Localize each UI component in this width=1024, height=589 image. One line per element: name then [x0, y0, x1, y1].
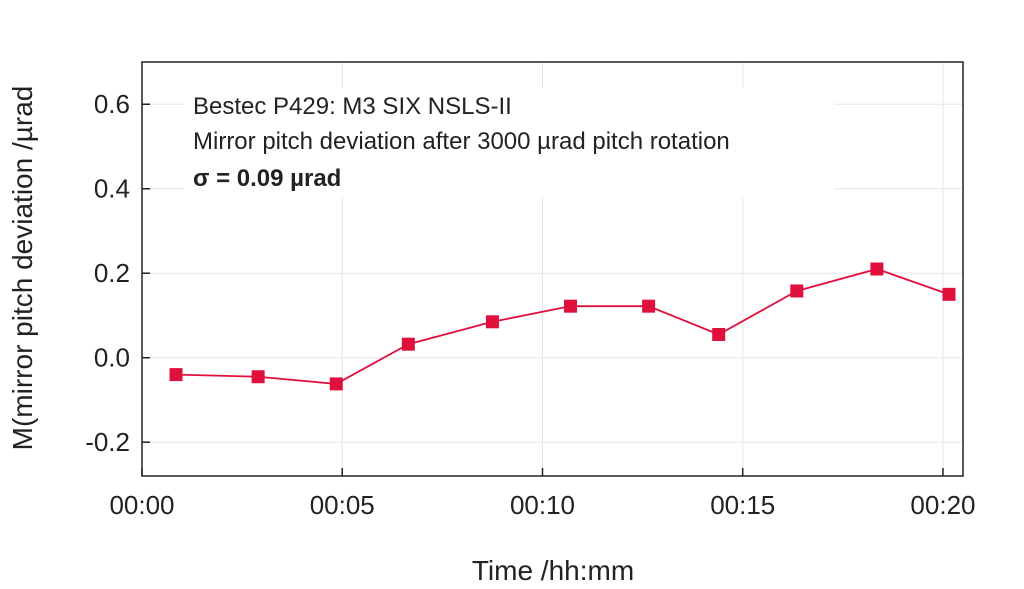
y-axis-label: M(mirror pitch deviation /µrad: [7, 86, 38, 451]
x-axis-ticks: 00:00 00:05 00:10 00:15 00:20: [109, 468, 976, 520]
data-point: [642, 299, 656, 313]
series-line: [176, 268, 950, 385]
data-point: [329, 377, 343, 391]
data-point: [942, 287, 956, 301]
annotation-line-1: Bestec P429: M3 SIX NSLS-II: [193, 93, 512, 120]
y-tick-label: -0.2: [85, 427, 130, 457]
annotation-background: [184, 88, 834, 198]
x-tick-label: 00:00: [109, 490, 174, 520]
plot-frame: [141, 61, 964, 477]
annotation-line-2: Mirror pitch deviation after 3000 µrad p…: [193, 128, 730, 155]
data-point: [790, 284, 804, 298]
data-point: [169, 368, 183, 382]
series-group: [169, 262, 956, 391]
annotation-line-3: σ = 0.09 µrad: [193, 165, 341, 192]
data-point: [401, 337, 415, 351]
y-tick-label: 0.2: [94, 258, 130, 288]
annotation-box: Bestec P429: M3 SIX NSLS-II Mirror pitch…: [184, 88, 834, 198]
x-tick-label: 00:20: [910, 490, 975, 520]
y-axis-ticks: -0.2 0.0 0.2 0.4 0.6: [85, 89, 150, 457]
x-tick-label: 00:05: [310, 490, 375, 520]
y-tick-label: 0.0: [94, 343, 130, 373]
x-axis-label: Time /hh:mm: [472, 555, 634, 586]
data-point: [870, 262, 884, 276]
data-point: [251, 370, 265, 384]
y-tick-label: 0.4: [94, 174, 130, 204]
x-tick-label: 00:10: [510, 490, 575, 520]
data-point: [485, 315, 499, 329]
y-tick-label: 0.6: [94, 89, 130, 119]
data-point: [564, 299, 578, 313]
x-tick-label: 00:15: [710, 490, 775, 520]
data-point: [712, 327, 726, 341]
